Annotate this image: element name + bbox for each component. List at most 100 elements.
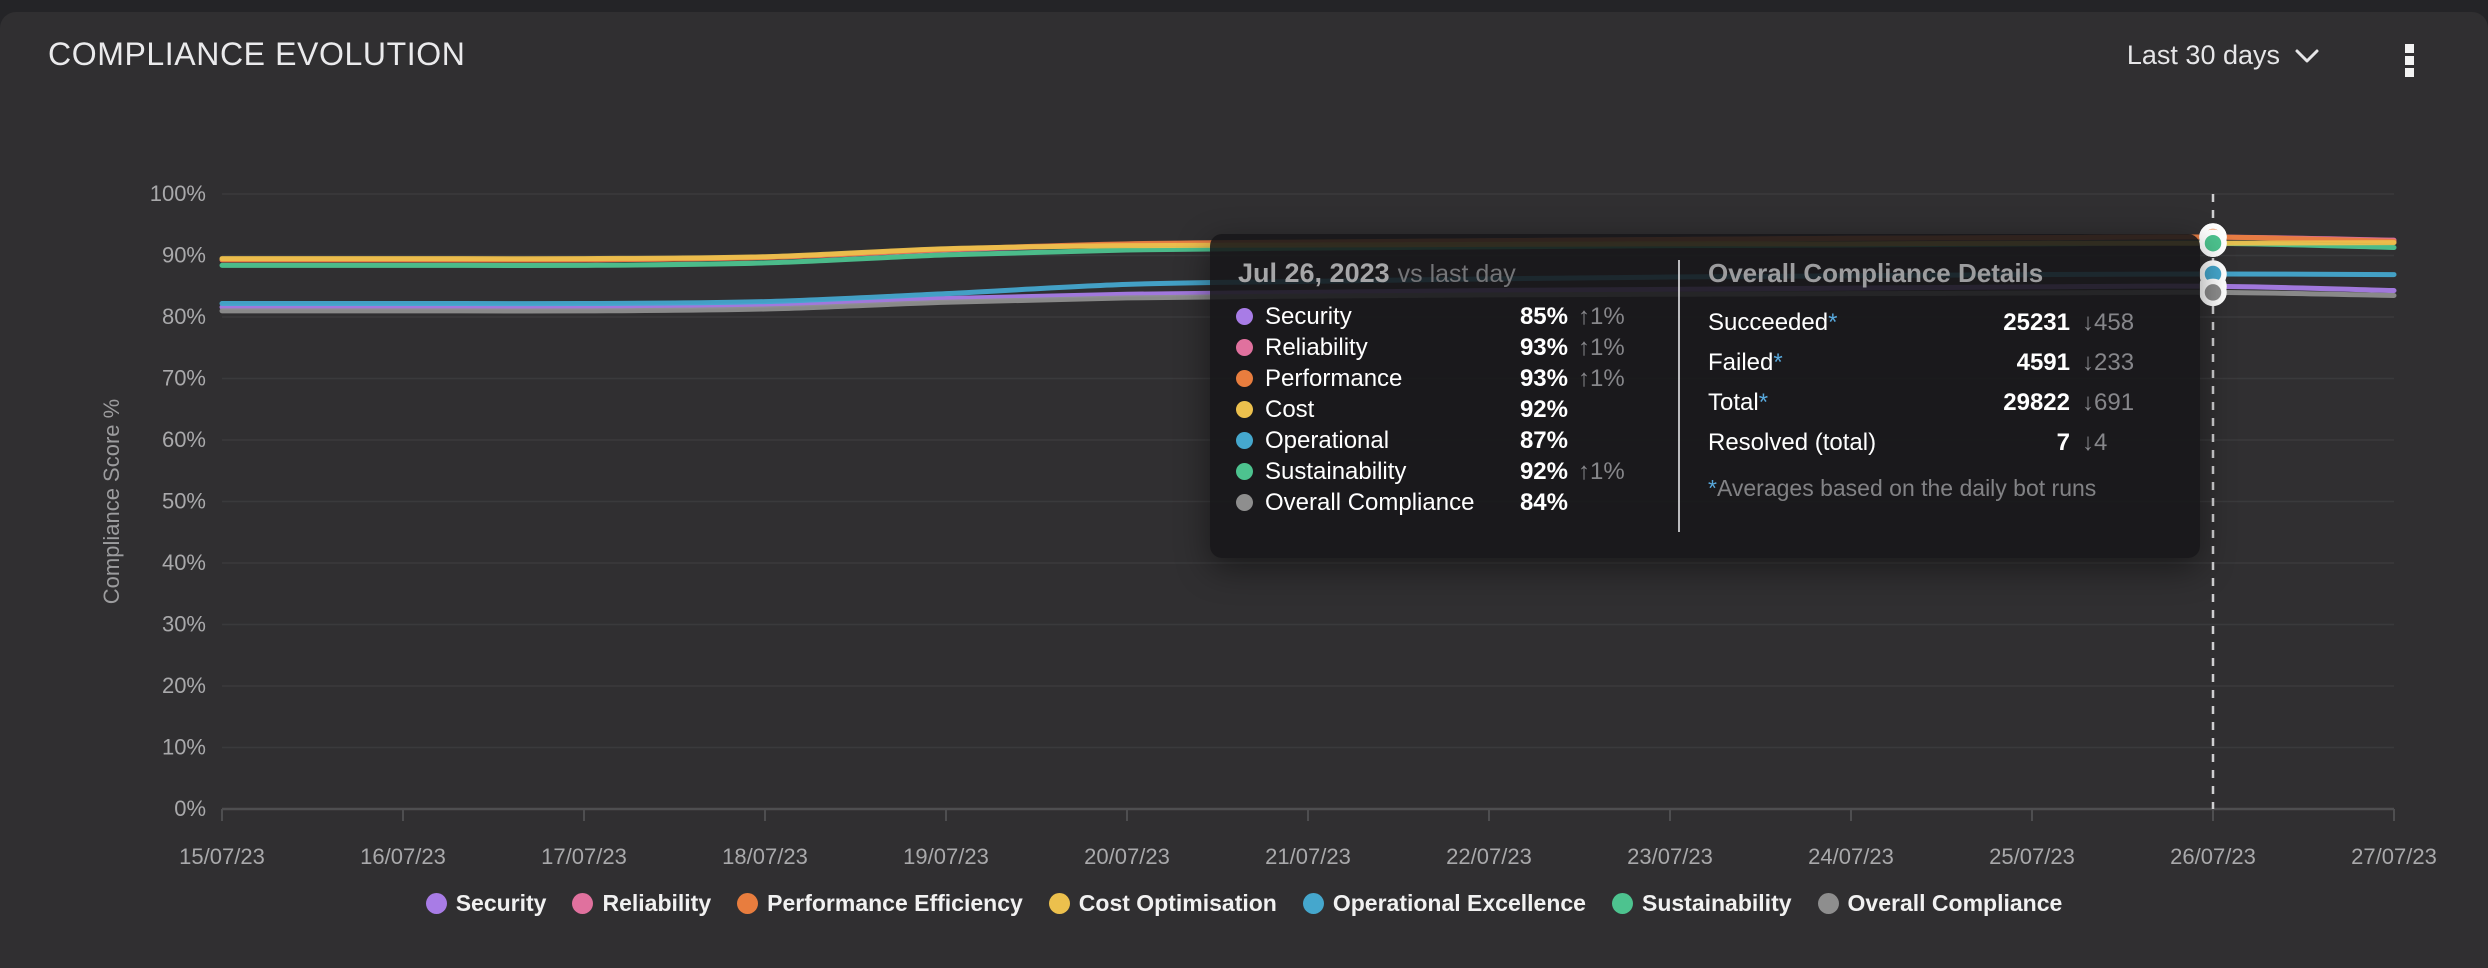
tooltip-series-rows: Security 85% ↑1% Reliability 93% ↑1% Performan… bbox=[1236, 301, 1656, 518]
highlight-dot-overall-compliance bbox=[2199, 278, 2227, 307]
tooltip-series-section: Jul 26, 2023 vs last day Security 85% ↑1% Re… bbox=[1236, 256, 1656, 536]
y-axis-title: Compliance Score % bbox=[99, 399, 124, 604]
x-tick-label: 15/07/23 bbox=[179, 844, 265, 869]
details-value: 29822 bbox=[2003, 389, 2070, 416]
series-change: ↑1% bbox=[1578, 457, 1625, 485]
legend-item-reliability[interactable]: Reliability bbox=[572, 890, 711, 917]
y-tick-label: 40% bbox=[162, 550, 206, 575]
details-value: 4591 bbox=[2016, 349, 2070, 376]
y-tick-label: 0% bbox=[174, 796, 206, 821]
legend-label: Performance Efficiency bbox=[767, 890, 1023, 916]
legend-swatch bbox=[1611, 893, 1633, 914]
tooltip-series-row: Sustainability 92% ↑1% bbox=[1236, 456, 1656, 487]
x-tick-label: 24/07/23 bbox=[1808, 844, 1894, 869]
details-change: ↓458 bbox=[2082, 309, 2135, 336]
details-value: 25231 bbox=[2003, 309, 2070, 336]
series-change: ↑1% bbox=[1578, 302, 1625, 330]
x-tick-label: 22/07/23 bbox=[1446, 844, 1532, 869]
series-color-dot bbox=[1236, 370, 1253, 387]
series-change: ↑1% bbox=[1578, 364, 1625, 392]
details-change: ↓4 bbox=[2082, 429, 2108, 456]
tooltip-divider bbox=[1678, 260, 1680, 532]
series-value: 93% bbox=[1519, 333, 1568, 361]
series-value: 92% bbox=[1519, 457, 1568, 485]
tooltip-series-row: Operational 87% bbox=[1236, 425, 1656, 456]
y-tick-label: 50% bbox=[162, 488, 206, 513]
legend-swatch bbox=[737, 893, 759, 914]
details-asterisk: * bbox=[1773, 349, 1783, 376]
legend-item-performance-efficiency[interactable]: Performance Efficiency bbox=[737, 890, 1023, 917]
series-label: Reliability bbox=[1265, 333, 1368, 361]
series-color-dot bbox=[1236, 494, 1253, 511]
chevron-down-icon bbox=[2295, 49, 2319, 62]
tooltip-details-section: Overall Compliance Details Succeeded* 252… bbox=[1708, 256, 2174, 536]
details-footnote: *Averages based on the daily bot runs bbox=[1708, 475, 2097, 501]
legend-label: Sustainability bbox=[1641, 890, 1792, 916]
legend-swatch bbox=[572, 893, 594, 914]
legend-item-operational-excellence[interactable]: Operational Excellence bbox=[1302, 890, 1586, 917]
details-change: ↓233 bbox=[2082, 349, 2135, 376]
y-tick-label: 90% bbox=[162, 242, 206, 267]
legend-swatch bbox=[1302, 893, 1324, 914]
x-tick-label: 25/07/23 bbox=[1989, 844, 2075, 869]
legend-item-cost-optimisation[interactable]: Cost Optimisation bbox=[1048, 890, 1277, 917]
legend-item-security[interactable]: Security bbox=[425, 890, 547, 917]
legend-item-overall-compliance[interactable]: Overall Compliance bbox=[1817, 890, 2063, 917]
date-range-dropdown[interactable]: Last 30 days bbox=[2127, 40, 2320, 71]
series-label: Operational bbox=[1265, 426, 1390, 454]
series-change: ↑1% bbox=[1578, 333, 1625, 361]
series-label: Overall Compliance bbox=[1265, 488, 1475, 516]
series-label: Cost bbox=[1265, 395, 1315, 423]
details-value: 7 bbox=[2056, 429, 2070, 456]
details-row: Resolved (total) 7 ↓4 bbox=[1708, 423, 2174, 463]
y-tick-label: 20% bbox=[162, 673, 206, 698]
y-tick-label: 70% bbox=[162, 365, 206, 390]
legend-item-sustainability[interactable]: Sustainability bbox=[1611, 890, 1792, 917]
legend-swatch bbox=[1817, 893, 1839, 914]
tooltip-series-row: Cost 92% bbox=[1236, 394, 1656, 425]
chart-tooltip: Jul 26, 2023 vs last day Security 85% ↑1% Re… bbox=[1210, 234, 2200, 558]
x-tick-label: 23/07/23 bbox=[1627, 844, 1713, 869]
details-asterisk: * bbox=[1758, 389, 1769, 416]
x-tick-label: 20/07/23 bbox=[1084, 844, 1170, 869]
tooltip-compare-label: vs last day bbox=[1397, 260, 1516, 288]
x-tick-label: 16/07/23 bbox=[360, 844, 446, 869]
y-tick-label: 60% bbox=[162, 427, 206, 452]
series-label: Security bbox=[1265, 302, 1352, 330]
details-change: ↓691 bbox=[2082, 389, 2135, 416]
x-tick-label: 17/07/23 bbox=[541, 844, 627, 869]
x-tick-label: 18/07/23 bbox=[722, 844, 808, 869]
highlight-dot-sustainability bbox=[2199, 229, 2227, 257]
tooltip-series-row: Performance 93% ↑1% bbox=[1236, 363, 1656, 394]
details-label: Succeeded* bbox=[1708, 309, 1838, 336]
series-label: Performance bbox=[1265, 364, 1403, 392]
footnote-asterisk: * bbox=[1708, 475, 1717, 501]
x-tick-label: 19/07/23 bbox=[903, 844, 989, 869]
legend-swatch bbox=[1048, 893, 1070, 914]
legend-label: Operational Excellence bbox=[1332, 890, 1586, 916]
x-tick-label: 27/07/23 bbox=[2351, 844, 2437, 869]
details-label: Total* bbox=[1708, 389, 1769, 416]
kebab-menu-icon[interactable] bbox=[2403, 42, 2416, 79]
tooltip-series-row: Reliability 93% ↑1% bbox=[1236, 332, 1656, 363]
y-tick-label: 80% bbox=[162, 304, 206, 329]
legend-label: Reliability bbox=[602, 890, 712, 916]
series-value: 84% bbox=[1519, 488, 1568, 516]
x-tick-label: 26/07/23 bbox=[2170, 844, 2256, 869]
page-title: COMPLIANCE EVOLUTION bbox=[48, 36, 466, 72]
date-range-label: Last 30 days bbox=[2126, 40, 2280, 70]
series-value: 87% bbox=[1519, 426, 1568, 454]
y-tick-label: 30% bbox=[162, 611, 206, 636]
details-row: Total* 29822 ↓691 bbox=[1708, 383, 2174, 423]
details-label: Failed* bbox=[1708, 349, 1783, 376]
series-label: Sustainability bbox=[1265, 457, 1407, 485]
details-title: Overall Compliance Details bbox=[1708, 258, 2044, 288]
series-color-dot bbox=[1236, 308, 1253, 325]
series-color-dot bbox=[1236, 401, 1253, 418]
legend-label: Overall Compliance bbox=[1847, 890, 2063, 916]
legend-label: Security bbox=[455, 890, 547, 916]
series-value: 93% bbox=[1519, 364, 1568, 392]
x-tick-label: 21/07/23 bbox=[1265, 844, 1351, 869]
legend-swatch bbox=[425, 893, 447, 914]
